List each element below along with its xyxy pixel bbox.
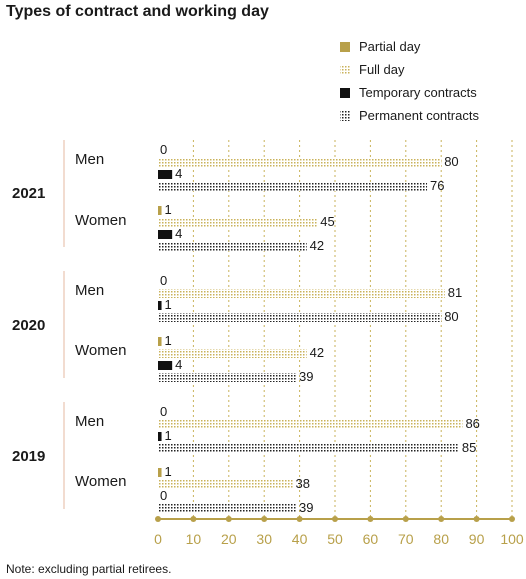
legend-swatch-partial-day xyxy=(340,42,350,52)
value-label-2020-women-partial-day: 1 xyxy=(165,333,172,348)
value-label-2020-women-temporary-contracts: 4 xyxy=(175,357,182,372)
bar-2020-women-full-day xyxy=(158,349,307,358)
bar-2021-women-temporary-contracts xyxy=(158,230,173,239)
bar-2020-women-temporary-contracts xyxy=(158,361,173,370)
x-tick-label-60: 60 xyxy=(363,531,379,547)
value-label-2019-women-temporary-contracts: 0 xyxy=(160,488,167,503)
value-label-2021-women-partial-day: 1 xyxy=(165,202,172,217)
bar-2019-men-full-day xyxy=(158,420,463,429)
legend-label-permanent-contracts: Permanent contracts xyxy=(359,108,479,123)
group-label-men-2021: Men xyxy=(75,151,104,168)
grid-lines xyxy=(192,140,513,519)
x-tick-label-80: 80 xyxy=(433,531,449,547)
legend-swatch-temporary-contracts xyxy=(340,88,350,98)
bar-2019-women-partial-day xyxy=(158,468,162,477)
value-label-2020-men-temporary-contracts: 1 xyxy=(165,297,172,312)
x-tick-label-40: 40 xyxy=(292,531,308,547)
group-label-women-2019: Women xyxy=(75,473,126,490)
value-label-2021-women-full-day: 45 xyxy=(320,214,334,229)
chart-note: Note: excluding partial retirees. xyxy=(6,562,172,576)
value-label-2019-women-permanent-contracts: 39 xyxy=(299,500,313,515)
bar-2021-men-full-day xyxy=(158,158,442,167)
chart-title: Types of contract and working day xyxy=(6,3,269,20)
value-label-2021-men-temporary-contracts: 4 xyxy=(175,166,182,181)
x-tick-label-90: 90 xyxy=(469,531,485,547)
year-label-2019: 2019 xyxy=(12,448,45,465)
group-label-women-2020: Women xyxy=(75,342,126,359)
x-tick-marker-70 xyxy=(402,516,409,522)
x-tick-marker-10 xyxy=(190,516,197,522)
x-tick-marker-50 xyxy=(332,516,338,522)
x-tick-marker-90 xyxy=(473,516,480,522)
value-label-2021-men-permanent-contracts: 76 xyxy=(430,178,444,193)
bar-2019-men-permanent-contracts xyxy=(158,444,459,453)
bar-2020-men-permanent-contracts xyxy=(158,313,442,322)
value-label-2019-women-partial-day: 1 xyxy=(165,464,172,479)
value-label-2020-women-permanent-contracts: 39 xyxy=(299,369,313,384)
value-label-2021-women-temporary-contracts: 4 xyxy=(175,226,182,241)
year-block-2020: 2020 Men 0 81 1 80 Women 1 42 4 39 xyxy=(12,271,462,384)
x-tick-label-30: 30 xyxy=(256,531,272,547)
value-label-2019-men-temporary-contracts: 1 xyxy=(165,428,172,443)
value-label-2019-women-full-day: 38 xyxy=(296,476,310,491)
group-label-men-2020: Men xyxy=(75,282,104,299)
legend: Partial day Full day Temporary contracts Pe… xyxy=(340,39,479,123)
x-tick-label-0: 0 xyxy=(154,531,162,547)
bar-2020-men-full-day xyxy=(158,289,445,298)
x-tick-marker-80 xyxy=(438,516,445,522)
x-tick-marker-100 xyxy=(509,516,515,522)
value-label-2020-men-permanent-contracts: 80 xyxy=(444,309,458,324)
value-label-2019-men-permanent-contracts: 85 xyxy=(462,440,476,455)
x-tick-marker-0 xyxy=(155,516,161,522)
x-axis: 0 10 20 30 40 50 60 70 80 90 100 xyxy=(154,516,524,547)
bar-2019-women-permanent-contracts xyxy=(158,504,297,513)
bar-2020-women-permanent-contracts xyxy=(158,373,297,382)
bar-2020-men-temporary-contracts xyxy=(158,301,162,310)
bar-2019-men-temporary-contracts xyxy=(158,432,162,441)
x-tick-label-100: 100 xyxy=(500,531,524,547)
x-tick-marker-40 xyxy=(296,516,303,522)
value-label-2019-men-partial-day: 0 xyxy=(160,404,167,419)
value-label-2020-women-full-day: 42 xyxy=(310,345,324,360)
year-block-2019: 2019 Men 0 86 1 85 Women 1 38 0 39 xyxy=(12,402,480,515)
value-label-2021-men-full-day: 80 xyxy=(444,154,458,169)
value-label-2021-women-permanent-contracts: 42 xyxy=(310,238,324,253)
year-label-2021: 2021 xyxy=(12,185,45,202)
year-block-2021: 2021 Men 0 80 4 76 Women 1 45 4 42 xyxy=(12,140,459,253)
x-tick-label-10: 10 xyxy=(186,531,202,547)
legend-swatch-full-day xyxy=(340,65,350,75)
bar-groups: 2021 Men 0 80 4 76 Women 1 45 4 42 2020 Men 0 81 1 80 Wom… xyxy=(12,140,480,515)
x-tick-marker-30 xyxy=(261,516,268,522)
value-label-2020-men-partial-day: 0 xyxy=(160,273,167,288)
bar-2021-women-permanent-contracts xyxy=(158,242,307,251)
x-tick-label-50: 50 xyxy=(327,531,343,547)
value-label-2020-men-full-day: 81 xyxy=(448,285,462,300)
value-label-2019-men-full-day: 86 xyxy=(465,416,479,431)
legend-label-temporary-contracts: Temporary contracts xyxy=(359,85,477,100)
legend-label-full-day: Full day xyxy=(359,62,405,77)
group-label-women-2021: Women xyxy=(75,212,126,229)
bar-2021-men-temporary-contracts xyxy=(158,170,173,179)
group-label-men-2019: Men xyxy=(75,413,104,430)
bar-2019-women-full-day xyxy=(158,480,293,489)
bar-2021-women-full-day xyxy=(158,218,318,227)
x-tick-label-20: 20 xyxy=(221,531,237,547)
bar-2020-women-partial-day xyxy=(158,337,162,346)
year-label-2020: 2020 xyxy=(12,317,45,334)
x-tick-label-70: 70 xyxy=(398,531,414,547)
bar-2021-women-partial-day xyxy=(158,206,162,215)
legend-label-partial-day: Partial day xyxy=(359,39,421,54)
bar-2021-men-permanent-contracts xyxy=(158,182,428,191)
value-label-2021-men-partial-day: 0 xyxy=(160,142,167,157)
legend-swatch-permanent-contracts xyxy=(340,111,350,121)
x-tick-marker-20 xyxy=(225,516,232,522)
x-tick-marker-60 xyxy=(367,516,374,522)
